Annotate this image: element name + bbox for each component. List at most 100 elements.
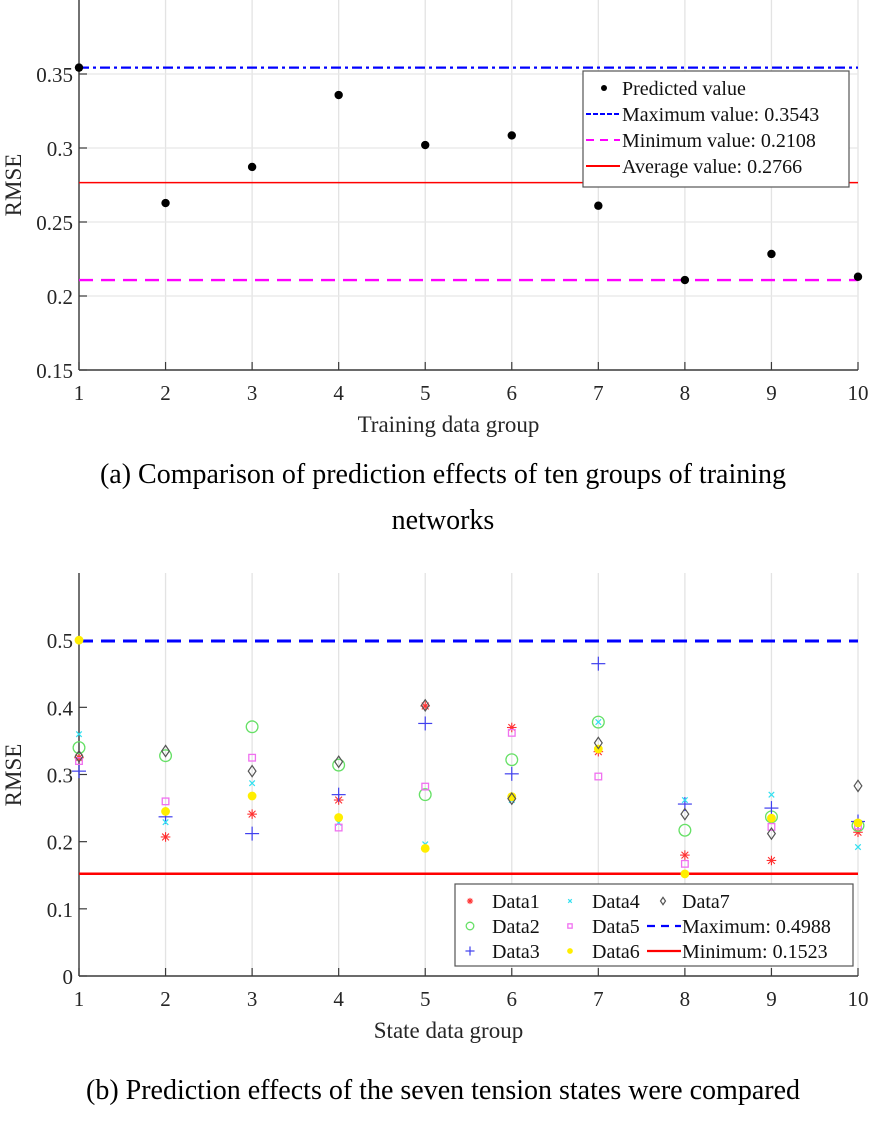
y-axis-label: RMSE	[1, 744, 26, 807]
x-tick-label: 9	[766, 987, 777, 1011]
y-tick-label: 0.25	[36, 211, 73, 235]
data-point-data2	[332, 758, 346, 772]
data-point-data7	[247, 764, 257, 778]
x-tick-label: 1	[74, 381, 85, 405]
legend-marker	[567, 948, 573, 954]
legend-marker	[567, 898, 573, 904]
y-tick-label: 0.2	[47, 831, 73, 855]
legend-marker	[466, 897, 474, 905]
data-point-data2	[418, 788, 432, 802]
data-point-data6	[507, 792, 517, 802]
data-point	[680, 275, 690, 285]
data-point-data2	[505, 753, 519, 767]
legend-marker	[659, 896, 667, 906]
data-point-data6	[247, 791, 257, 801]
data-point-data6	[767, 813, 776, 823]
y-axis-label: RMSE	[1, 154, 26, 217]
data-point-data7	[680, 807, 690, 821]
data-point	[421, 140, 430, 150]
data-point-data5	[334, 823, 343, 832]
data-point-data2	[245, 720, 259, 734]
legend-label: Maximum value: 0.3543	[622, 104, 819, 126]
data-point-data1	[853, 827, 863, 838]
data-point-data5	[75, 757, 83, 766]
data-point-data1	[160, 832, 171, 842]
y-tick-label: 0.3	[47, 137, 73, 161]
legend-marker-predicted	[601, 85, 607, 91]
data-point-data5	[248, 753, 257, 762]
legend-marker	[465, 946, 475, 956]
legend-label: Data5	[592, 916, 640, 938]
x-tick-label: 8	[680, 987, 691, 1011]
x-tick-label: 2	[160, 381, 171, 405]
x-tick-label: 5	[420, 381, 431, 405]
data-point	[161, 198, 170, 208]
data-point	[507, 131, 516, 140]
data-point-data7	[334, 755, 344, 769]
x-tick-label: 7	[593, 381, 604, 405]
x-axis-label: State data group	[374, 1018, 523, 1043]
data-point-data4	[75, 731, 83, 738]
y-tick-label: 0.15	[36, 359, 73, 383]
x-tick-label: 10	[848, 987, 869, 1011]
data-point-data2	[159, 749, 173, 763]
data-point	[853, 272, 863, 281]
data-point-data4	[681, 796, 689, 804]
data-point-data5	[767, 822, 776, 831]
data-point	[247, 162, 257, 172]
legend: Predicted value Maximum value: 0.3543 Mini…	[582, 70, 850, 188]
x-tick-label: 6	[507, 381, 518, 405]
legend-label: Data4	[592, 891, 640, 913]
legend-label: Data7	[682, 891, 730, 913]
x-tick-label: 2	[160, 987, 171, 1011]
y-tick-label: 0.3	[47, 764, 73, 788]
data-point-data4	[854, 843, 862, 851]
legend-box	[582, 70, 850, 188]
x-tick-label: 4	[333, 381, 344, 405]
data-point-data5	[594, 772, 603, 781]
data-point-data6	[161, 807, 170, 816]
legend-label: Minimum: 0.1523	[682, 941, 828, 963]
data-point-data5	[421, 782, 430, 791]
data-point-data7	[420, 698, 430, 712]
data-point-data4	[162, 819, 169, 826]
x-tick-label: 9	[766, 381, 777, 405]
chart-b: 1 2 3 4 5 6 7 8 9 10 0 0.1 0.2 0.3 0.4 0.5 State data gr…	[1, 573, 869, 1043]
data-point-data6	[74, 635, 84, 645]
data-point-data6	[334, 813, 344, 822]
legend-marker	[465, 921, 475, 931]
data-point-data5	[680, 859, 689, 868]
legend-label: Predicted value	[622, 78, 746, 100]
x-tick-label: 8	[680, 381, 691, 405]
data-point	[74, 63, 84, 72]
legend-label: Data6	[592, 941, 640, 963]
x-tick-label: 1	[74, 987, 85, 1011]
data-point-data6	[680, 869, 690, 879]
y-tick-label: 0.2	[47, 285, 73, 309]
caption-a-line1: (a) Comparison of prediction effects of …	[99, 459, 787, 490]
data-point-data2	[591, 715, 605, 729]
data-point-data7	[766, 826, 777, 841]
y-tick-label: 0.4	[47, 696, 74, 720]
y-tick-label: 0	[63, 965, 74, 989]
caption-b: (b) Prediction effects of the seven tens…	[86, 1075, 800, 1106]
data-point-data4	[595, 718, 602, 726]
x-tick-label: 7	[593, 987, 604, 1011]
data-point-data3	[591, 656, 606, 671]
legend-label: Maximum: 0.4988	[682, 916, 831, 938]
x-tick-label: 10	[848, 381, 869, 405]
data-point-data6	[853, 818, 863, 828]
data-point-data3	[418, 716, 433, 731]
data-point-data7	[74, 749, 84, 764]
x-tick-label: 5	[420, 987, 431, 1011]
data-point-data2	[72, 741, 86, 755]
y-tick-label: 0.35	[36, 63, 73, 87]
data-point-data7	[593, 736, 603, 750]
data-point	[594, 201, 603, 210]
y-tick-label: 0.5	[47, 629, 73, 653]
x-tick-label: 6	[507, 987, 518, 1011]
legend: Data1 Data4 Data7 Data2 Data5 Maximum: 0.4988…	[454, 883, 854, 967]
data-point-data5	[507, 728, 516, 737]
data-point-data7	[507, 792, 517, 806]
caption-a-line2: networks	[391, 505, 495, 536]
